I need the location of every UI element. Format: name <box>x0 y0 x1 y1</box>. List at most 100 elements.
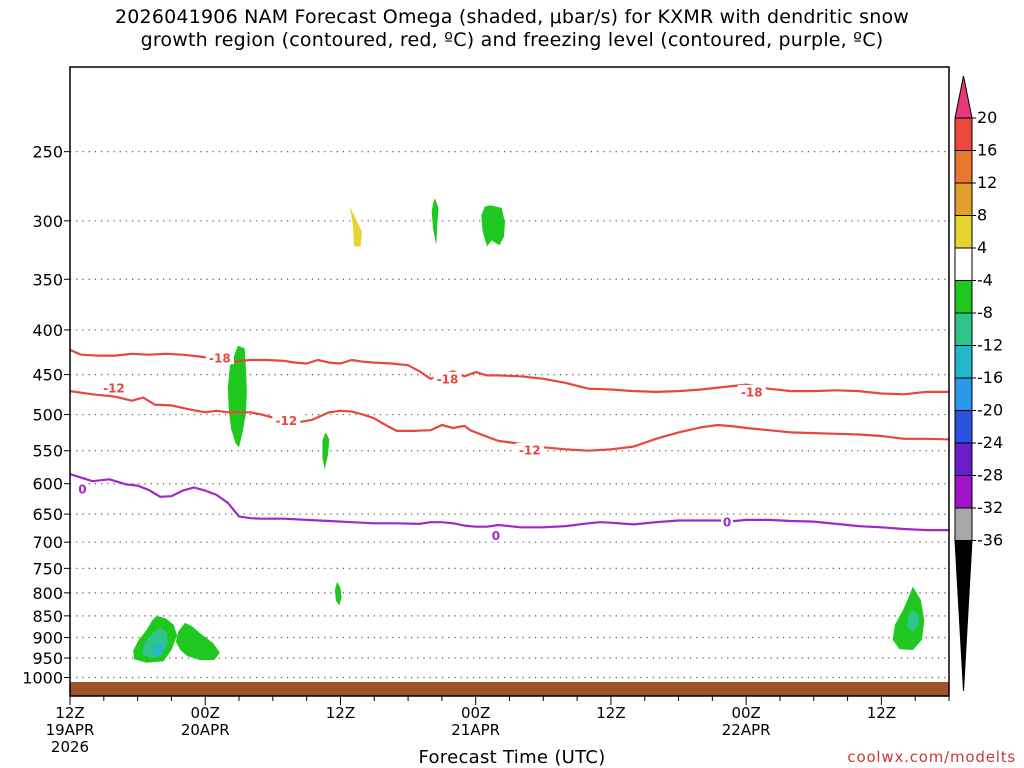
contour-label-bg <box>272 413 301 427</box>
omega-cell <box>334 581 342 606</box>
credit-text: coolwx.com/modelts <box>847 748 1016 766</box>
y-tick-label: 800 <box>32 584 63 603</box>
contour-label: -18 <box>437 372 459 386</box>
colorbar-segment <box>954 117 973 151</box>
contour-label: 0 <box>78 482 86 496</box>
colorbar-segment <box>954 377 973 411</box>
contour-label: -12 <box>276 414 298 428</box>
omega-cell <box>350 207 362 247</box>
colorbar-segment <box>954 442 973 476</box>
x-tick-label: 12Z <box>867 704 896 722</box>
contour-label-bg <box>433 371 462 385</box>
x-tick-label: 2026 <box>51 738 89 756</box>
colorbar-label: 4 <box>977 238 987 257</box>
y-tick-label: 650 <box>32 505 63 524</box>
contour-label-bg <box>737 384 766 398</box>
colorbar-label: -8 <box>977 303 993 322</box>
y-tick-label: 550 <box>32 442 63 461</box>
colorbar-label: 20 <box>977 108 997 127</box>
colorbar-label: -16 <box>977 368 1003 387</box>
chart-title-line2: growth region (contoured, red, ºC) and f… <box>140 29 884 51</box>
pressure-axis: 250 300 350 400 450 500 550 600 650 700 750 800 850 9… <box>22 143 70 687</box>
contour-lines <box>70 348 949 532</box>
contour-label-bg <box>515 443 544 457</box>
colorbar-segment <box>954 150 973 184</box>
x-tick-label: 00Z <box>191 704 220 722</box>
x-tick-label: 00Z <box>461 704 490 722</box>
colorbar-segment <box>954 215 973 249</box>
colorbar-label: -24 <box>977 433 1003 452</box>
plot-frame <box>69 66 950 697</box>
grid-lines <box>70 151 949 679</box>
omega-cell <box>227 345 247 448</box>
chart-title-line1: 2026041906 NAM Forecast Omega (shaded, μ… <box>114 6 910 28</box>
contour-line--18 <box>70 348 949 396</box>
y-tick-label: 700 <box>32 533 63 552</box>
y-tick-label: 900 <box>32 629 63 648</box>
colorbar-label: 12 <box>977 173 997 192</box>
x-axis-label: Forecast Time (UTC) <box>418 747 606 768</box>
colorbar: 20 16 12 8 4 -4 -8 -12 -16 -20 -24 -28 -32 -36 <box>954 75 1003 692</box>
y-tick-label: 1000 <box>22 668 63 687</box>
colorbar-label: -32 <box>977 498 1003 517</box>
x-tick-label: 12Z <box>326 704 355 722</box>
colorbar-segment <box>954 312 973 346</box>
y-tick-label: 450 <box>32 366 63 385</box>
y-tick-label: 750 <box>32 559 63 578</box>
contour-line-0 <box>70 472 949 532</box>
y-tick-label: 950 <box>32 649 63 668</box>
colorbar-label: -28 <box>977 466 1003 485</box>
y-tick-label: 250 <box>32 143 63 162</box>
omega-cell <box>481 205 505 247</box>
y-tick-label: 600 <box>32 475 63 494</box>
contour-label: 0 <box>723 516 731 530</box>
x-tick-label: 22APR <box>722 721 771 739</box>
omega-cell <box>907 610 919 633</box>
omega-cell <box>152 643 165 656</box>
contour-label-bg <box>205 351 234 365</box>
colorbar-segment <box>954 182 973 216</box>
x-tick-label: 20APR <box>181 721 230 739</box>
y-tick-label: 350 <box>32 270 63 289</box>
colorbar-label: -36 <box>977 531 1003 550</box>
x-tick-label: 00Z <box>731 704 760 722</box>
contour-label-bg <box>489 528 502 542</box>
colorbar-segment <box>954 507 973 541</box>
terrain-area <box>70 682 949 696</box>
y-tick-label: 300 <box>32 212 63 231</box>
contour-label: -12 <box>519 444 541 458</box>
contour-line--12 <box>70 389 949 452</box>
omega-cell <box>431 198 439 246</box>
colorbar-bottom-arrow <box>954 540 973 692</box>
chart-title: 2026041906 NAM Forecast Omega (shaded, μ… <box>0 6 1024 52</box>
colorbar-label: -12 <box>977 336 1003 355</box>
contour-label: -18 <box>209 352 231 366</box>
omega-cell <box>322 432 330 470</box>
x-tick-label: 19APR <box>46 721 95 739</box>
colorbar-top-arrow <box>954 75 973 119</box>
colorbar-segment <box>954 475 973 509</box>
colorbar-label: 8 <box>977 206 987 225</box>
colorbar-segment <box>954 345 973 379</box>
contour-label-bg <box>720 515 733 529</box>
contour-label-bg <box>99 380 128 394</box>
x-tick-label: 12Z <box>596 704 625 722</box>
contour-label: -12 <box>103 381 125 395</box>
colorbar-segment <box>954 247 973 281</box>
contour-labels: -18 -18 -18 -12 -12 -12 0 0 0 <box>76 351 766 543</box>
y-tick-label: 850 <box>32 607 63 626</box>
y-tick-label: 400 <box>32 321 63 340</box>
x-tick-label: 21APR <box>451 721 500 739</box>
contour-label: -18 <box>741 385 763 399</box>
omega-shading <box>133 198 925 663</box>
colorbar-segment <box>954 410 973 444</box>
omega-cell <box>175 622 220 660</box>
y-tick-label: 500 <box>32 406 63 425</box>
contour-label: 0 <box>492 529 500 543</box>
terrain-fill <box>70 682 949 696</box>
colorbar-label: -20 <box>977 401 1003 420</box>
colorbar-label: 16 <box>977 141 997 160</box>
x-tick-label: 12Z <box>55 704 84 722</box>
